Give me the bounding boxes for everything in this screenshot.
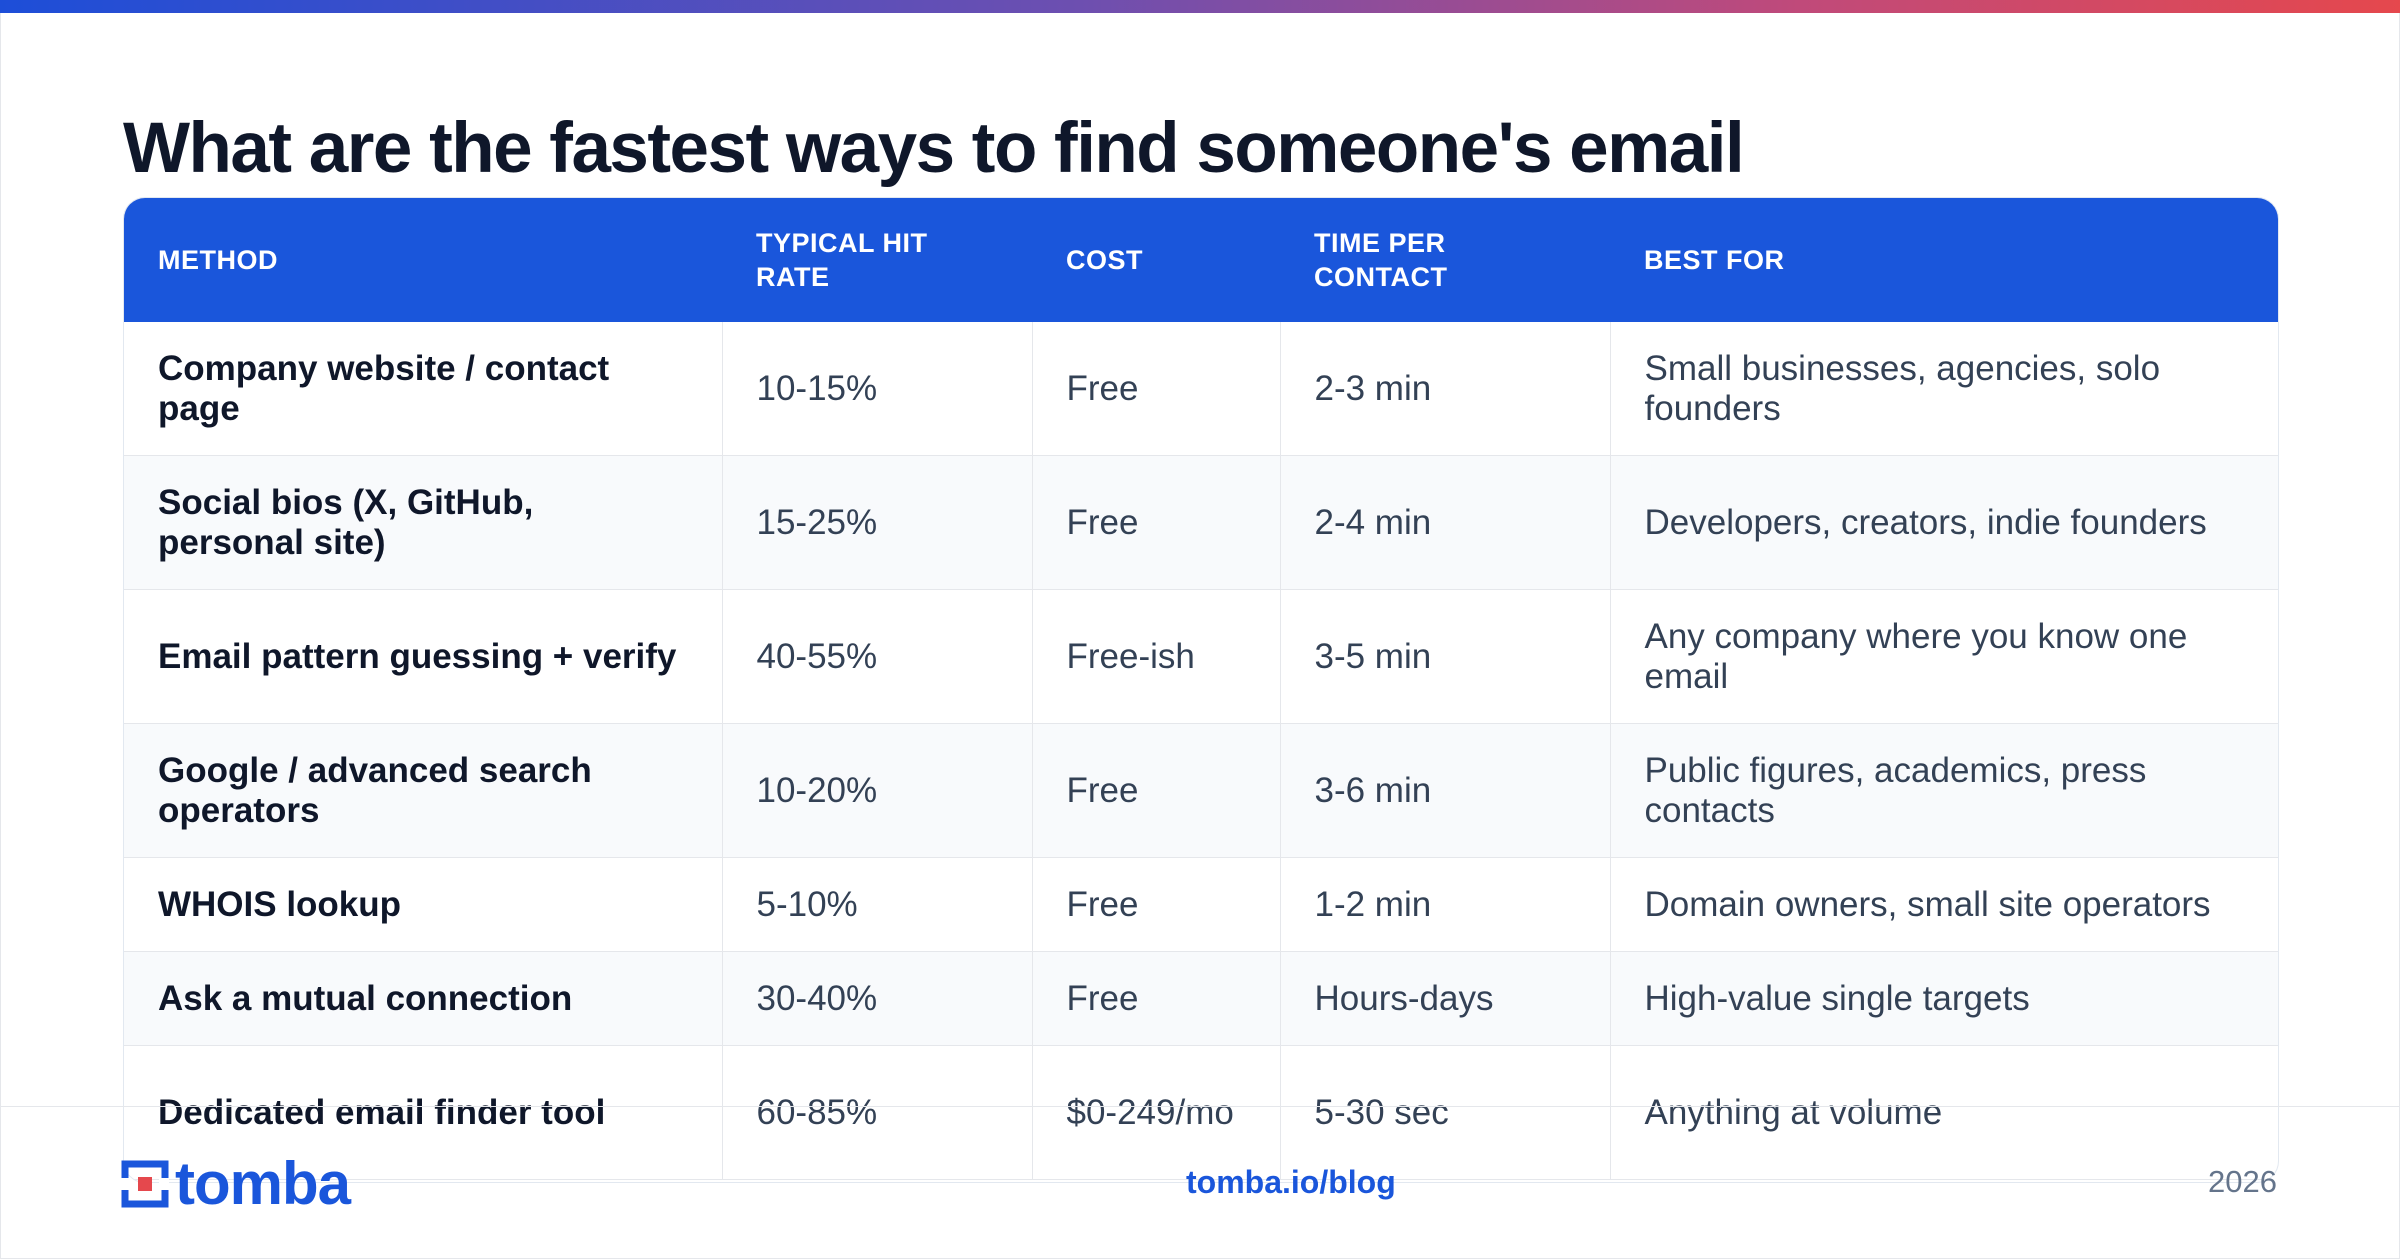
cell-time: 1-2 min bbox=[1280, 857, 1611, 952]
footer-divider bbox=[0, 1106, 2400, 1107]
top-gradient-bar bbox=[0, 0, 2400, 13]
table-row: Company website / contact page 10-15% Fr… bbox=[124, 322, 2278, 456]
comparison-table: METHOD TYPICAL HIT RATE COST TIME PER CO… bbox=[124, 198, 2278, 1180]
cell-method: Google / advanced search operators bbox=[124, 723, 723, 858]
cell-cost: Free-ish bbox=[1032, 589, 1281, 724]
cell-best-for: High-value single targets bbox=[1610, 951, 2278, 1046]
table-row: Dedicated email finder tool 60-85% $0-24… bbox=[124, 1045, 2278, 1180]
cell-time: 2-4 min bbox=[1280, 455, 1611, 590]
cell-cost: $0-249/mo bbox=[1032, 1045, 1281, 1180]
cell-time: 3-6 min bbox=[1280, 723, 1611, 858]
cell-time: 5-30 sec bbox=[1280, 1045, 1611, 1180]
tomba-logo-icon bbox=[121, 1160, 169, 1208]
table-row: Ask a mutual connection 30-40% Free Hour… bbox=[124, 951, 2278, 1046]
header-best-for: BEST FOR bbox=[1610, 198, 2278, 322]
table-row: Email pattern guessing + verify 40-55% F… bbox=[124, 589, 2278, 724]
table-row: Social bios (X, GitHub, personal site) 1… bbox=[124, 455, 2278, 590]
cell-best-for: Anything at volume bbox=[1610, 1045, 2278, 1180]
cell-hit-rate: 40-55% bbox=[722, 589, 1033, 724]
cell-hit-rate: 15-25% bbox=[722, 455, 1033, 590]
header-time: TIME PER CONTACT bbox=[1280, 198, 1610, 322]
cell-cost: Free bbox=[1032, 951, 1281, 1046]
table-header: METHOD TYPICAL HIT RATE COST TIME PER CO… bbox=[124, 198, 2278, 322]
cell-hit-rate: 10-15% bbox=[722, 322, 1033, 456]
cell-method: Email pattern guessing + verify bbox=[124, 589, 723, 724]
cell-method: WHOIS lookup bbox=[124, 857, 723, 952]
cell-method: Ask a mutual connection bbox=[124, 951, 723, 1046]
header-method: METHOD bbox=[124, 198, 722, 322]
comparison-table-container: METHOD TYPICAL HIT RATE COST TIME PER CO… bbox=[123, 197, 2279, 1183]
cell-time: Hours-days bbox=[1280, 951, 1611, 1046]
table-row: Google / advanced search operators 10-20… bbox=[124, 723, 2278, 858]
cell-best-for: Small businesses, agencies, solo founder… bbox=[1610, 322, 2278, 456]
cell-time: 3-5 min bbox=[1280, 589, 1611, 724]
cell-best-for: Domain owners, small site operators bbox=[1610, 857, 2278, 952]
cell-cost: Free bbox=[1032, 455, 1281, 590]
header-cost: COST bbox=[1032, 198, 1280, 322]
cell-hit-rate: 60-85% bbox=[722, 1045, 1033, 1180]
cell-cost: Free bbox=[1032, 723, 1281, 858]
tomba-logo[interactable]: tomba bbox=[121, 1150, 351, 1217]
cell-cost: Free bbox=[1032, 857, 1281, 952]
logo-wordmark: tomba bbox=[175, 1150, 351, 1217]
page-title: What are the fastest ways to find someon… bbox=[123, 109, 1745, 188]
cell-best-for: Any company where you know one email bbox=[1610, 589, 2278, 724]
cell-method: Social bios (X, GitHub, personal site) bbox=[124, 455, 723, 590]
cell-best-for: Developers, creators, indie founders bbox=[1610, 455, 2278, 590]
cell-hit-rate: 30-40% bbox=[722, 951, 1033, 1046]
cell-best-for: Public figures, academics, press contact… bbox=[1610, 723, 2278, 858]
cell-hit-rate: 10-20% bbox=[722, 723, 1033, 858]
cell-method: Dedicated email finder tool bbox=[124, 1045, 723, 1180]
footer-year: 2026 bbox=[2208, 1164, 2277, 1199]
cell-time: 2-3 min bbox=[1280, 322, 1611, 456]
cell-cost: Free bbox=[1032, 322, 1281, 456]
table-row: WHOIS lookup 5-10% Free 1-2 min Domain o… bbox=[124, 857, 2278, 952]
cell-method: Company website / contact page bbox=[124, 322, 723, 456]
header-hit-rate: TYPICAL HIT RATE bbox=[722, 198, 1032, 322]
blog-link[interactable]: tomba.io/blog bbox=[1186, 1164, 1396, 1200]
cell-hit-rate: 5-10% bbox=[722, 857, 1033, 952]
